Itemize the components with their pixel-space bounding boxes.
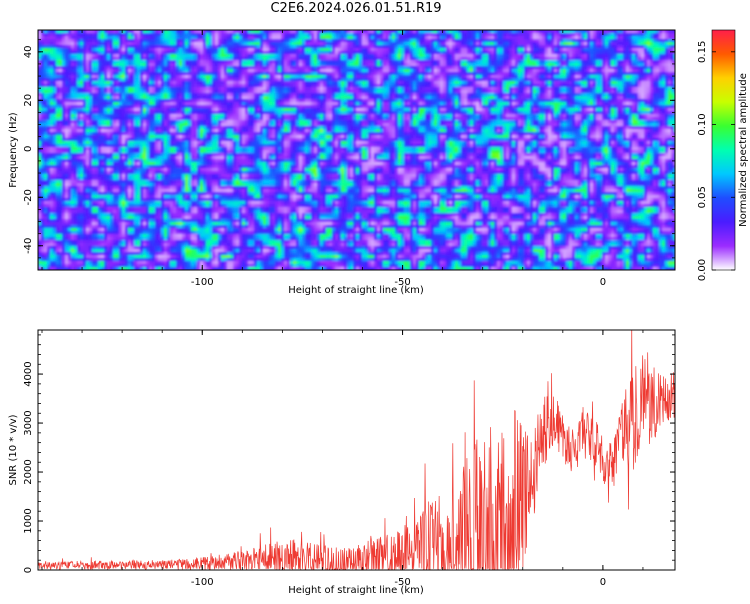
colorbar-tick-label: 0.00: [697, 259, 708, 281]
y-tick-label: 40: [23, 45, 34, 58]
x-tick-label: -100: [191, 577, 214, 588]
snr-x-axis-label: Height of straight line (km): [288, 585, 424, 596]
y-tick-label: -20: [23, 189, 34, 205]
y-tick-label: -40: [23, 238, 34, 254]
colorbar-tick-label: 0.10: [697, 113, 708, 135]
snr-frame: [38, 330, 675, 570]
x-tick-label: 0: [600, 577, 606, 588]
snr-series-line: [38, 321, 675, 570]
colorbar: 0.00 0.05 0.10 0.15 Normalized spectral amp…: [697, 30, 749, 281]
heatmap-cells: [38, 30, 677, 270]
colorbar-label: Normalized spectral amplitude: [738, 73, 749, 227]
y-tick-label: 0: [23, 146, 34, 152]
x-tick-label: -100: [191, 277, 214, 288]
colorbar-gradient: [712, 30, 735, 270]
snr-y-axis-label: SNR (10 * v/v): [8, 414, 19, 485]
heatmap-y-axis-label: Frequency (Hz): [8, 112, 19, 188]
y-tick-label: 2000: [23, 459, 34, 484]
chart-title: C2E6.2024.026.01.51.R19: [0, 1, 712, 16]
y-tick-label: 3000: [23, 410, 34, 435]
heatmap-x-axis-label: Height of straight line (km): [288, 285, 424, 296]
y-tick-label: 0: [23, 567, 34, 573]
y-tick-label: 1000: [23, 508, 34, 533]
x-tick-label: 0: [600, 277, 606, 288]
y-tick-label: 20: [23, 94, 34, 107]
colorbar-tick-label: 0.05: [697, 186, 708, 208]
y-tick-label: 4000: [23, 361, 34, 386]
colorbar-tick-label: 0.15: [697, 41, 708, 63]
